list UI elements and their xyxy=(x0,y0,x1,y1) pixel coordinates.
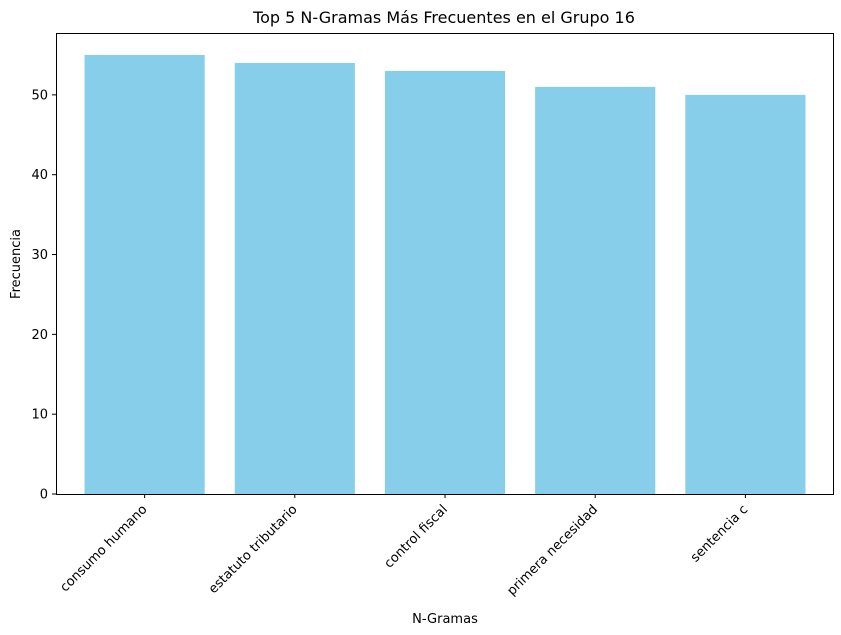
y-tick-label: 0 xyxy=(40,488,48,503)
x-tick-label: consumo humano xyxy=(58,502,151,595)
bars-group xyxy=(84,54,806,495)
x-axis: consumo humano estatuto tributario control… xyxy=(58,494,751,599)
x-tick-label: primera necesidad xyxy=(504,502,601,599)
bar-consumo-humano xyxy=(84,54,205,494)
bar-control-fiscal xyxy=(384,70,506,495)
y-tick-label: 40 xyxy=(31,168,48,183)
x-tick-label: control fiscal xyxy=(382,502,451,571)
y-axis: 0 10 20 30 40 50 xyxy=(31,88,56,503)
bar-estatuto-tributario xyxy=(234,62,355,494)
bar-primera-necesidad xyxy=(535,86,656,494)
y-tick-label: 30 xyxy=(31,248,48,263)
y-tick-label: 50 xyxy=(31,88,48,103)
y-tick-label: 20 xyxy=(31,328,48,343)
x-tick-label: sentencia c xyxy=(688,502,751,565)
y-axis-label: Frecuencia xyxy=(9,229,24,299)
x-tick-label: estatuto tributario xyxy=(206,502,301,597)
bar-sentencia-c xyxy=(685,94,806,495)
x-axis-label: N-Gramas xyxy=(412,612,478,627)
plot-frame xyxy=(56,33,834,495)
y-tick-label: 10 xyxy=(31,408,48,423)
chart-title: Top 5 N-Gramas Más Frecuentes en el Grup… xyxy=(252,8,635,27)
